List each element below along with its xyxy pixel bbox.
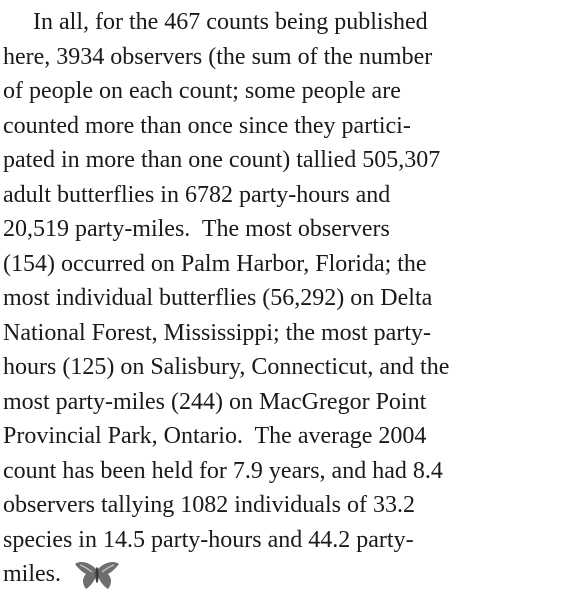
text-line: miles. — [3, 560, 61, 588]
text-line: counted more than once since they partic… — [3, 112, 411, 140]
text-line: National Forest, Mississippi; the most p… — [3, 319, 431, 347]
document-page: In all, for the 467 counts being publish… — [0, 0, 571, 595]
text-line: species in 14.5 party-hours and 44.2 par… — [3, 526, 414, 554]
text-line: most party-miles (244) on MacGregor Poin… — [3, 388, 426, 416]
text-line: of people on each count; some people are — [3, 77, 401, 105]
text-line: count has been held for 7.9 years, and h… — [3, 457, 443, 485]
text-line: most individual butterflies (56,292) on … — [3, 284, 432, 312]
text-line: here, 3934 observers (the sum of the num… — [3, 43, 432, 71]
text-line: (154) occurred on Palm Harbor, Florida; … — [3, 250, 427, 278]
text-line: adult butterflies in 6782 party-hours an… — [3, 181, 390, 209]
text-line: observers tallying 1082 individuals of 3… — [3, 491, 415, 519]
text-line: pated in more than one count) tallied 50… — [3, 146, 440, 174]
text-line: In all, for the 467 counts being publish… — [33, 8, 428, 36]
text-line: hours (125) on Salisbury, Connecticut, a… — [3, 353, 449, 381]
text-line: 20,519 party-miles. The most observers — [3, 215, 390, 243]
butterfly-icon — [74, 560, 120, 592]
text-line: Provincial Park, Ontario. The average 20… — [3, 422, 426, 450]
